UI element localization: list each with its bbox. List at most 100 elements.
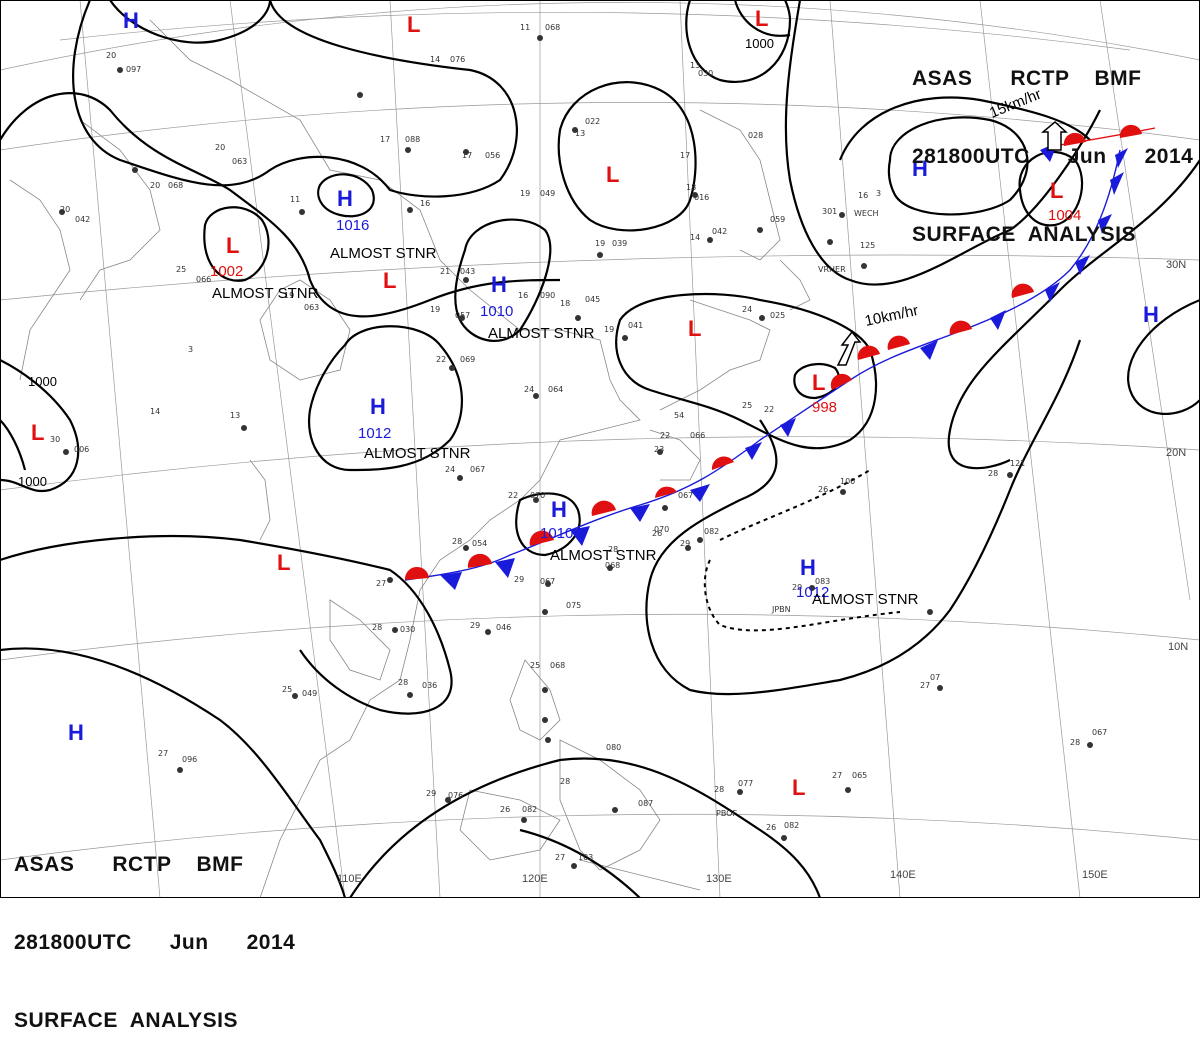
svg-text:077: 077 xyxy=(738,779,753,788)
svg-text:067: 067 xyxy=(678,491,693,500)
svg-text:082: 082 xyxy=(522,805,537,814)
svg-text:076: 076 xyxy=(450,55,465,64)
svg-text:25: 25 xyxy=(742,401,752,410)
header-product-line: ASAS RCTP BMF xyxy=(912,66,1193,92)
svg-text:24: 24 xyxy=(742,305,752,314)
svg-text:097: 097 xyxy=(126,65,141,74)
svg-text:065: 065 xyxy=(852,771,867,780)
lon-label: 110E xyxy=(337,873,362,885)
svg-text:29: 29 xyxy=(514,575,524,584)
high-center: H xyxy=(1143,302,1159,327)
svg-text:14: 14 xyxy=(430,55,440,64)
svg-text:26: 26 xyxy=(500,805,510,814)
station-code-wech: WECH xyxy=(854,209,879,218)
svg-text:26: 26 xyxy=(818,485,828,494)
svg-text:20: 20 xyxy=(60,205,70,214)
pressure-value: 1002 xyxy=(210,263,243,280)
svg-text:049: 049 xyxy=(302,689,317,698)
svg-text:087: 087 xyxy=(638,799,653,808)
svg-text:17: 17 xyxy=(462,151,472,160)
svg-text:022: 022 xyxy=(585,117,600,126)
low-center: L xyxy=(383,268,396,293)
svg-text:068: 068 xyxy=(168,181,183,190)
svg-text:064: 064 xyxy=(548,385,563,394)
svg-text:067: 067 xyxy=(470,465,485,474)
svg-text:068: 068 xyxy=(550,661,565,670)
svg-text:125: 125 xyxy=(860,241,875,250)
svg-text:069: 069 xyxy=(460,355,475,364)
svg-text:18: 18 xyxy=(686,183,696,192)
svg-text:28: 28 xyxy=(1070,738,1080,747)
pressure-value: 1012 xyxy=(358,425,391,442)
svg-text:3: 3 xyxy=(876,189,881,198)
low-center: L xyxy=(226,233,239,258)
svg-text:070: 070 xyxy=(654,525,669,534)
high-center: H xyxy=(491,272,507,297)
svg-text:54: 54 xyxy=(674,411,684,420)
svg-text:090: 090 xyxy=(540,291,555,300)
svg-text:030: 030 xyxy=(698,69,713,78)
svg-text:17: 17 xyxy=(380,135,390,144)
low-center: L xyxy=(688,316,701,341)
svg-text:075: 075 xyxy=(566,601,581,610)
svg-text:19: 19 xyxy=(604,325,614,334)
motion-label: ALMOST STNR xyxy=(488,325,595,342)
svg-text:22: 22 xyxy=(764,405,774,414)
svg-text:041: 041 xyxy=(628,321,643,330)
svg-text:025: 025 xyxy=(770,311,785,320)
svg-text:063: 063 xyxy=(232,157,247,166)
motion-label: ALMOST STNR xyxy=(330,245,437,262)
svg-text:043: 043 xyxy=(460,267,475,276)
svg-text:27: 27 xyxy=(376,579,386,588)
isobar-label: 1000 xyxy=(745,36,774,51)
svg-text:22: 22 xyxy=(508,491,518,500)
high-center: H xyxy=(123,8,139,33)
svg-text:28: 28 xyxy=(560,777,570,786)
svg-text:066: 066 xyxy=(196,275,211,284)
svg-text:063: 063 xyxy=(304,303,319,312)
svg-text:16: 16 xyxy=(420,199,430,208)
svg-text:20: 20 xyxy=(150,181,160,190)
svg-text:14: 14 xyxy=(150,407,160,416)
svg-text:25: 25 xyxy=(282,685,292,694)
svg-text:23: 23 xyxy=(654,445,664,454)
svg-text:301: 301 xyxy=(822,207,837,216)
svg-text:29: 29 xyxy=(470,621,480,630)
low-center: L xyxy=(31,420,44,445)
svg-text:039: 039 xyxy=(612,239,627,248)
svg-text:045: 045 xyxy=(585,295,600,304)
low-center: L xyxy=(407,12,420,37)
svg-text:26: 26 xyxy=(766,823,776,832)
isobar-label: 1000 xyxy=(18,474,47,489)
header-time-line: 281800UTC Jun 2014 xyxy=(912,144,1193,170)
svg-text:16: 16 xyxy=(858,191,868,200)
svg-text:082: 082 xyxy=(704,527,719,536)
svg-text:096: 096 xyxy=(182,755,197,764)
svg-text:036: 036 xyxy=(422,681,437,690)
low-center: L xyxy=(755,6,768,31)
svg-text:13: 13 xyxy=(230,411,240,420)
header-title-line: SURFACE ANALYSIS xyxy=(912,222,1193,248)
motion-label: ALMOST STNR xyxy=(550,547,657,564)
header-time-line: 281800UTC Jun 2014 xyxy=(14,930,295,956)
svg-text:030: 030 xyxy=(400,625,415,634)
lon-label: 140E xyxy=(890,869,916,881)
svg-text:22: 22 xyxy=(660,431,670,440)
header-top: ASAS RCTP BMF 281800UTC Jun 2014 SURFACE… xyxy=(912,14,1193,274)
svg-text:20: 20 xyxy=(215,143,225,152)
svg-text:121: 121 xyxy=(1010,459,1025,468)
svg-text:18: 18 xyxy=(560,299,570,308)
svg-text:22: 22 xyxy=(436,355,446,364)
motion-label: ALMOST STNR xyxy=(212,285,319,302)
station-code-jpbn: JPBN xyxy=(771,605,791,614)
header-title-line: SURFACE ANALYSIS xyxy=(14,1008,295,1034)
lon-label: 120E xyxy=(522,873,548,885)
svg-text:24: 24 xyxy=(524,385,534,394)
svg-text:28: 28 xyxy=(372,623,382,632)
pressure-value: 1016 xyxy=(336,217,369,234)
svg-text:067: 067 xyxy=(1092,728,1107,737)
svg-text:046: 046 xyxy=(496,623,511,632)
lat-label: 20N xyxy=(1166,447,1186,459)
svg-text:054: 054 xyxy=(472,539,487,548)
svg-text:07: 07 xyxy=(930,673,940,682)
